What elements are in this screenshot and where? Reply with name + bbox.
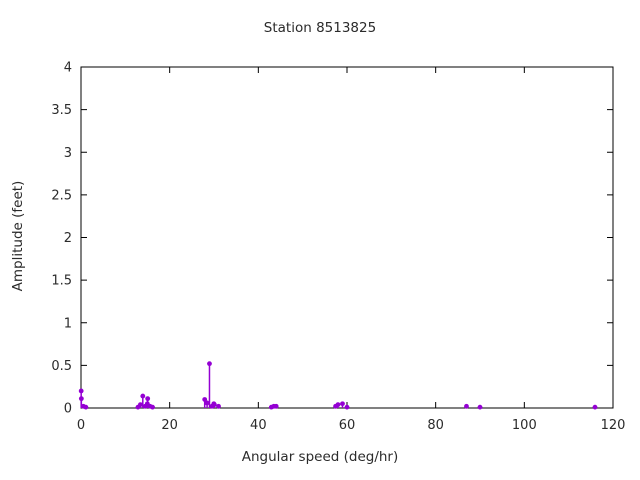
y-tick-label: 4 [64,61,72,76]
data-point [344,404,350,410]
chart-title: Station 8513825 [263,20,377,36]
y-tick-label: 0 [64,402,72,417]
x-tick-label: 0 [77,418,85,433]
y-tick-label: 3 [64,146,72,161]
x-tick-label: 40 [250,418,267,433]
y-tick-label: 0.5 [51,359,72,374]
y-tick-label: 1 [64,316,72,331]
data-point [477,404,483,410]
data-point [592,404,598,410]
x-tick-label: 120 [601,418,626,433]
data-point [207,361,212,367]
data-point [78,396,84,402]
data-point [216,403,221,409]
y-tick-label: 2 [64,231,72,246]
data-point [150,404,155,410]
data-point [83,404,89,410]
y-tick-label: 1.5 [51,274,72,289]
data-point [464,403,469,409]
data-point [340,401,345,407]
y-tick-label: 3.5 [51,103,72,118]
data-point [211,402,217,407]
data-point [335,402,341,407]
x-tick-label: 100 [512,418,537,433]
plot-border [80,66,614,409]
data-point [145,396,151,402]
data-point [204,400,210,406]
y-axis-label-text: Amplitude (feet) [10,180,26,292]
data-point [138,402,143,407]
y-tick-label: 2.5 [51,188,72,203]
data-point [273,403,279,409]
x-tick-label: 80 [427,418,444,433]
data-point [78,388,84,394]
data-point [140,393,146,399]
x-tick-label: 60 [339,418,356,433]
x-tick-label: 20 [161,418,178,433]
x-axis-label: Angular speed (deg/hr) [241,449,399,465]
data-point [202,397,208,402]
